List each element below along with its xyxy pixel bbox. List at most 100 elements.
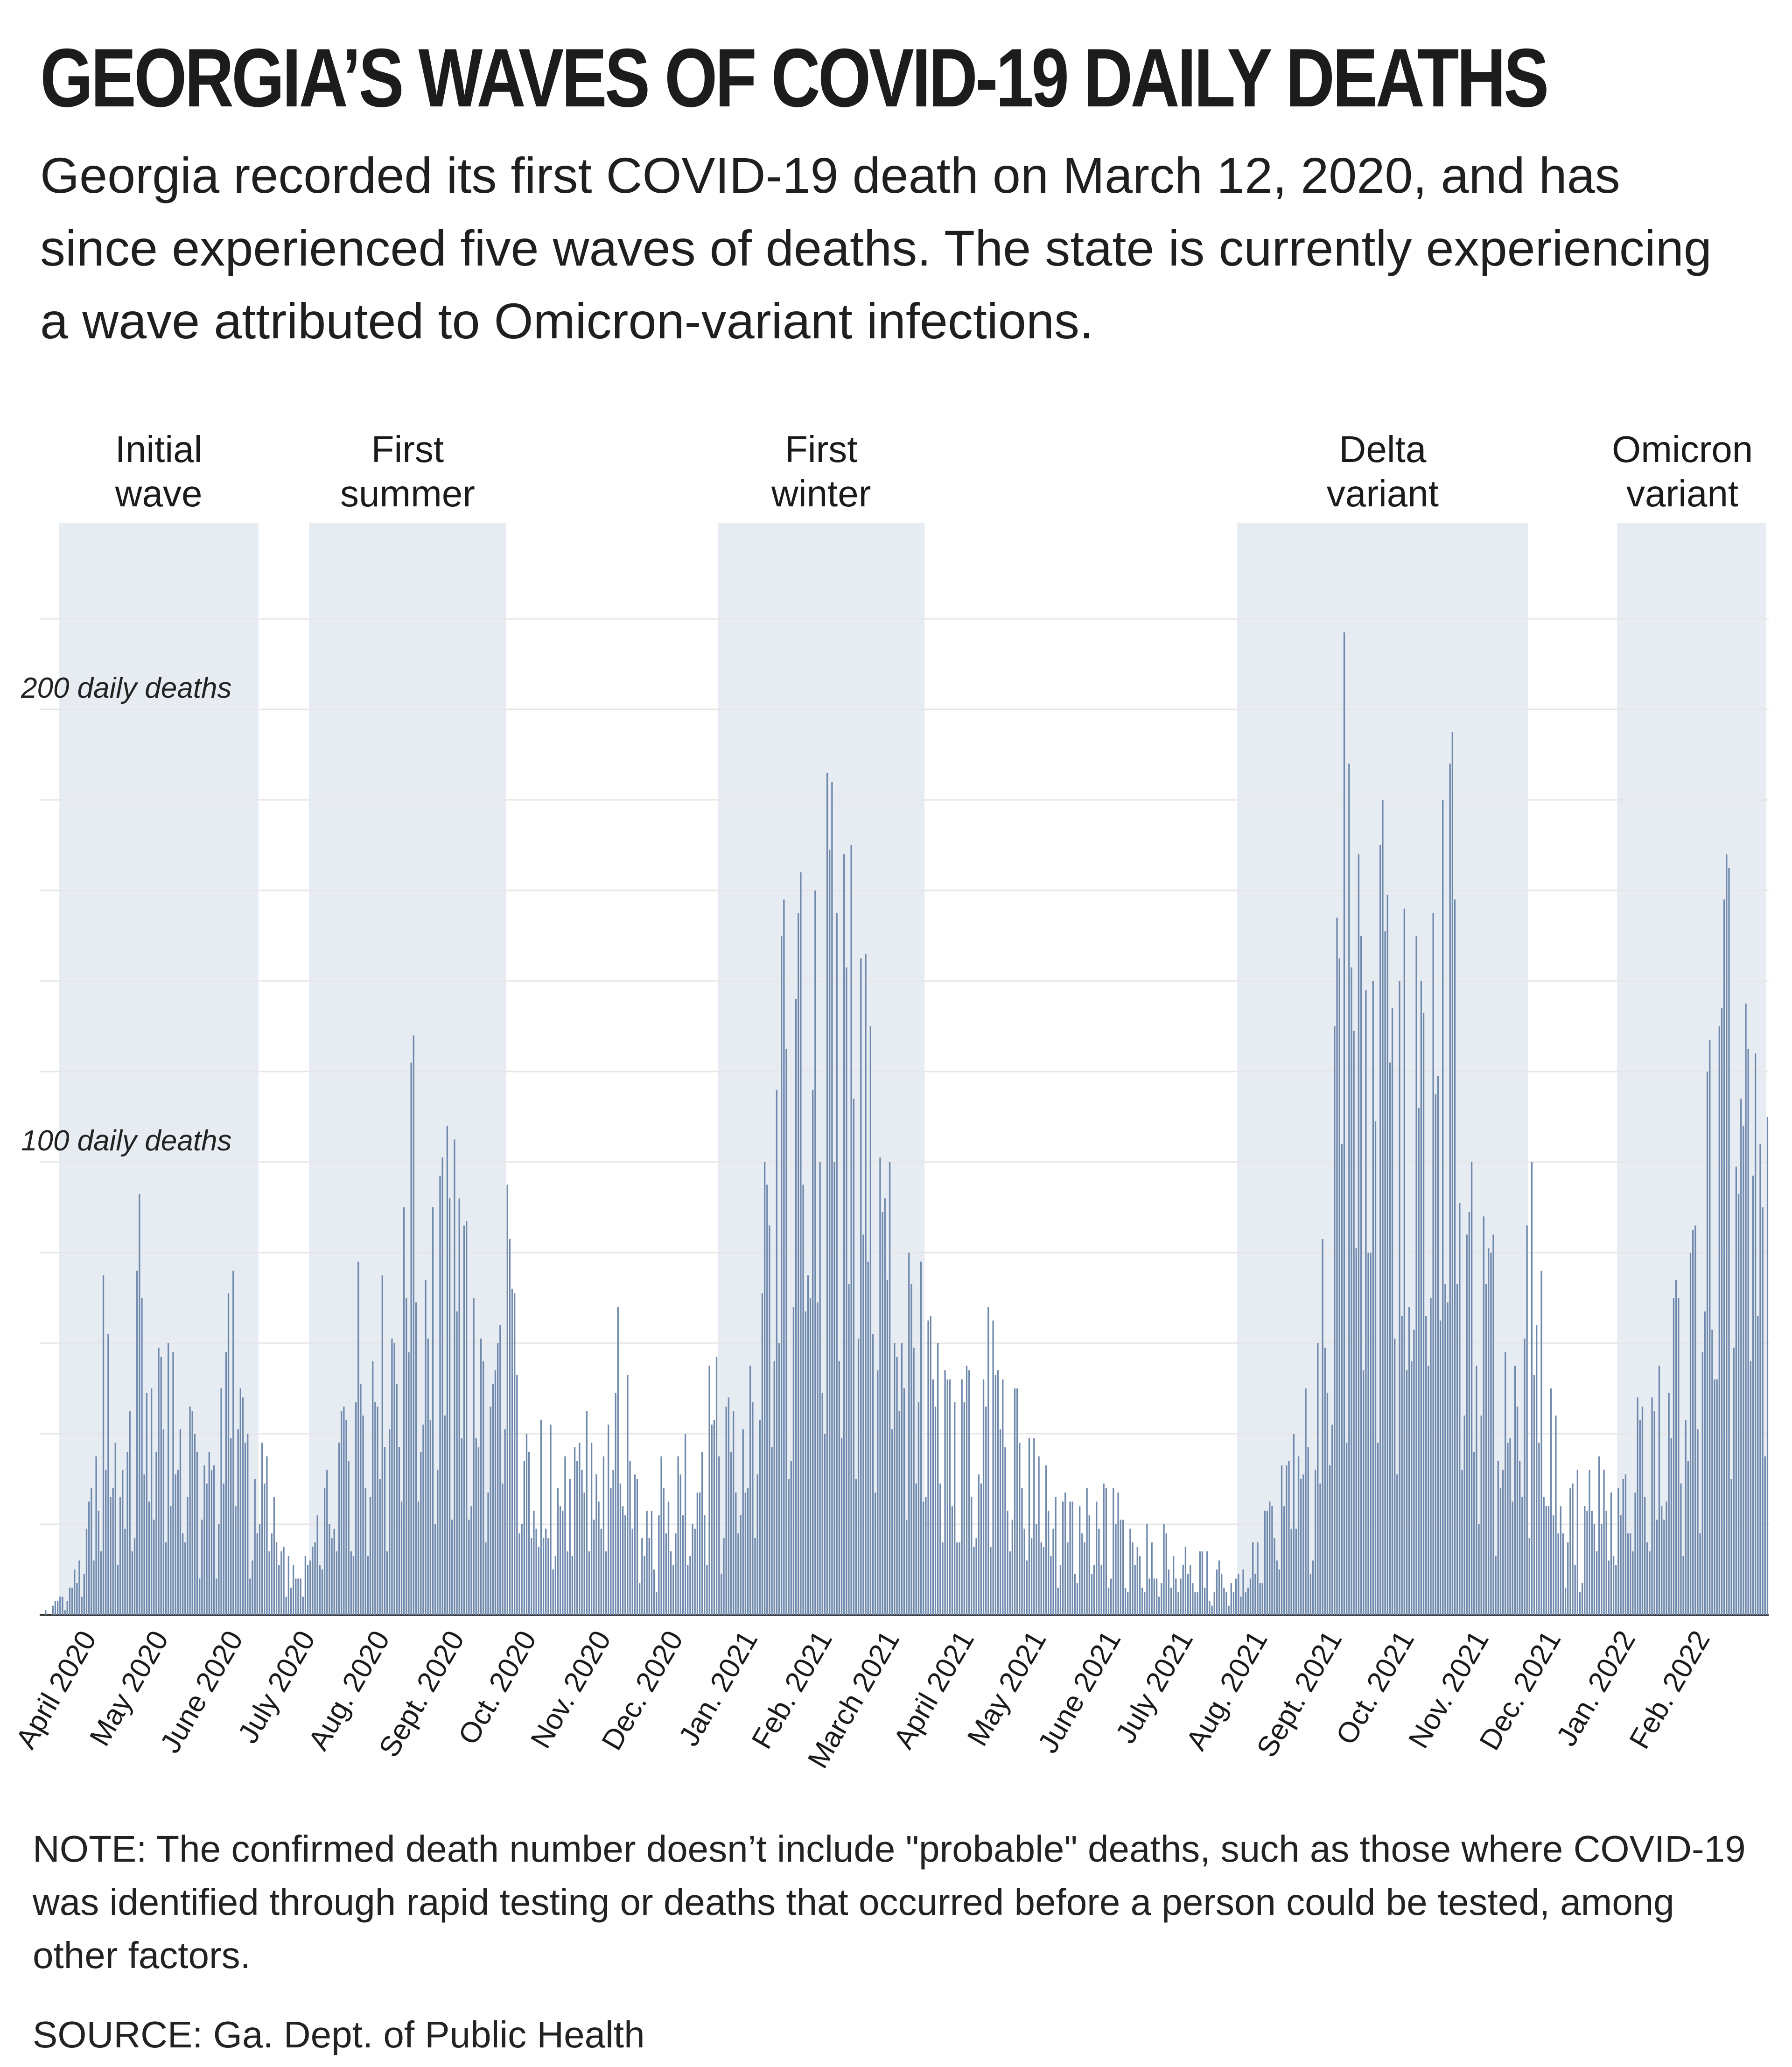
bar xyxy=(1766,1117,1769,1615)
bar xyxy=(790,1461,792,1615)
bar xyxy=(271,1533,273,1615)
bar xyxy=(521,1524,523,1615)
bar xyxy=(199,1578,201,1615)
bar xyxy=(1649,1551,1651,1615)
bar xyxy=(961,1379,963,1615)
bar xyxy=(1096,1501,1098,1615)
bar xyxy=(360,1384,362,1615)
bar xyxy=(525,1434,528,1615)
bar xyxy=(1620,1515,1622,1615)
bar xyxy=(718,1456,720,1615)
bar xyxy=(1235,1578,1237,1615)
bar xyxy=(1401,1316,1403,1615)
bar xyxy=(1057,1587,1059,1615)
bar xyxy=(1454,899,1456,1615)
bar xyxy=(1711,1329,1713,1615)
bar xyxy=(860,958,862,1615)
bar xyxy=(776,1089,778,1615)
bar xyxy=(1589,1470,1590,1615)
bar xyxy=(807,1275,809,1615)
footnote: NOTE: The confirmed death number doesn’t… xyxy=(33,1828,1746,1976)
bar xyxy=(990,1547,992,1615)
bar xyxy=(910,1284,912,1615)
bar xyxy=(367,1556,369,1615)
bar xyxy=(1148,1578,1150,1615)
bar xyxy=(1540,1270,1542,1615)
bar xyxy=(1283,1506,1285,1615)
bar xyxy=(636,1479,638,1615)
bar xyxy=(1175,1578,1177,1615)
bar xyxy=(93,1560,95,1615)
bar xyxy=(744,1492,747,1615)
bar xyxy=(1341,1144,1343,1615)
bar xyxy=(1755,1053,1757,1615)
bar xyxy=(1437,1076,1439,1615)
bar xyxy=(1449,764,1451,1615)
bar xyxy=(139,1193,140,1615)
bar xyxy=(165,1542,167,1615)
bar xyxy=(1216,1570,1218,1615)
bar xyxy=(1406,1370,1408,1615)
bar xyxy=(417,1501,420,1615)
bar xyxy=(1697,1429,1699,1615)
bar xyxy=(1682,1556,1684,1615)
bar xyxy=(107,1334,109,1615)
bar xyxy=(102,1275,105,1615)
bar xyxy=(1023,1528,1025,1615)
bar xyxy=(150,1388,153,1615)
bar xyxy=(1155,1578,1158,1615)
bar xyxy=(280,1551,282,1615)
bar xyxy=(1555,1415,1557,1615)
bar xyxy=(1036,1524,1037,1615)
bar xyxy=(201,1520,203,1615)
bar xyxy=(915,1483,917,1615)
bar xyxy=(1562,1533,1564,1615)
bar xyxy=(687,1565,689,1615)
bar xyxy=(843,854,845,1615)
bar xyxy=(1286,1465,1288,1615)
bar xyxy=(1190,1565,1191,1615)
bar xyxy=(942,1542,944,1615)
bar xyxy=(891,1429,893,1615)
bar xyxy=(1365,990,1367,1615)
bar xyxy=(59,1597,61,1615)
bar xyxy=(1411,1361,1413,1615)
bar xyxy=(379,1479,381,1615)
bar xyxy=(769,1225,770,1615)
bar xyxy=(1547,1506,1550,1615)
bar xyxy=(1747,1049,1749,1615)
bar xyxy=(865,953,867,1615)
bar xyxy=(377,1406,378,1615)
bar xyxy=(52,1605,54,1615)
bar xyxy=(1278,1570,1281,1615)
bar xyxy=(71,1587,73,1615)
bar xyxy=(1668,1393,1670,1615)
bar xyxy=(542,1538,545,1615)
bar xyxy=(355,1402,357,1615)
bar xyxy=(766,1184,768,1615)
bar xyxy=(831,782,833,1615)
bar xyxy=(1435,1094,1436,1615)
bar xyxy=(223,1483,224,1615)
bar xyxy=(1144,1592,1146,1615)
bar xyxy=(1377,1443,1379,1615)
bar xyxy=(1067,1542,1069,1615)
bar xyxy=(1685,1420,1687,1615)
bar xyxy=(1324,1347,1326,1615)
bar xyxy=(242,1397,244,1615)
bar xyxy=(1129,1528,1131,1615)
bar xyxy=(987,1307,989,1615)
bar xyxy=(307,1565,309,1615)
bar xyxy=(1011,1520,1014,1615)
bar xyxy=(1757,1316,1759,1615)
bar xyxy=(297,1578,299,1615)
bar xyxy=(1750,1361,1752,1615)
bar xyxy=(62,1597,63,1615)
bar xyxy=(1463,1415,1465,1615)
bar xyxy=(903,1388,905,1615)
bar xyxy=(1670,1438,1672,1615)
bar xyxy=(187,1497,189,1615)
wave-label: First xyxy=(785,428,858,470)
wave-label: variant xyxy=(1626,473,1738,514)
bar xyxy=(1257,1542,1259,1615)
